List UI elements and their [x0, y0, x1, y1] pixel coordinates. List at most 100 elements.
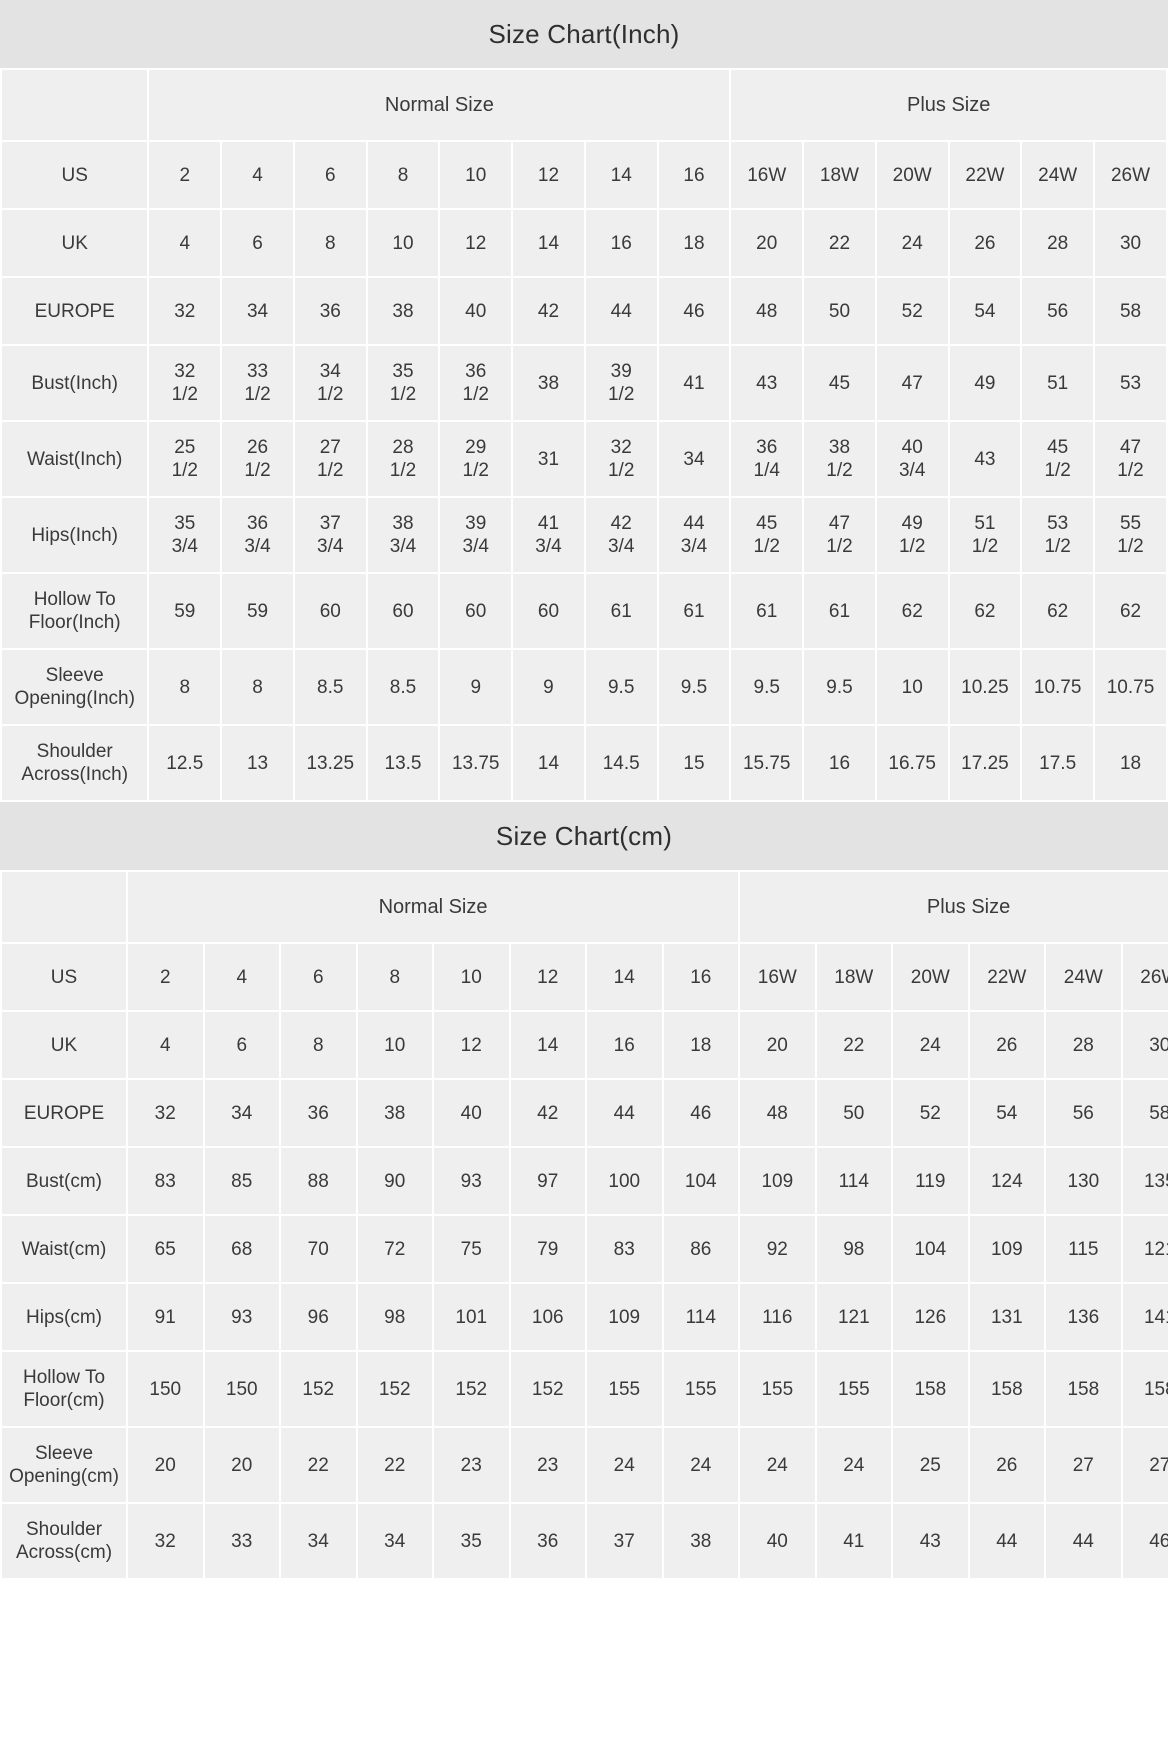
cell: 59 — [149, 574, 221, 649]
cell: 10 — [876, 650, 948, 725]
table-row: Hollow To Floor(Inch) 59 59 60 60 60 60 61 61 61 6… — [2, 574, 1166, 649]
cell: 44 3/4 — [658, 498, 730, 573]
cell-fraction: 1/2 — [171, 384, 198, 406]
cell: 35 — [434, 1504, 509, 1579]
cell-whole: 40 — [901, 437, 923, 459]
cell: 61 — [658, 574, 730, 649]
cell: 109 — [969, 1216, 1045, 1283]
cell-fraction: 1/2 — [971, 536, 999, 558]
cell: 50 — [804, 278, 875, 345]
cell: 98 — [816, 1216, 892, 1283]
cell: 48 — [740, 1080, 815, 1147]
cell: 4 — [149, 210, 221, 277]
size-table-cm-body: Normal Size Plus Size US 2 4 6 8 10 12 14 16 16W 1… — [2, 872, 1168, 1579]
cell: 34 — [204, 1080, 279, 1147]
cell: 158 — [893, 1352, 968, 1427]
cell: 158 — [969, 1352, 1045, 1427]
cell-fraction: 1/2 — [317, 460, 344, 482]
cell-fraction: 1/2 — [317, 384, 344, 406]
cell: 88 — [281, 1148, 356, 1215]
cell-whole: 29 — [465, 437, 487, 459]
cell: 20 — [740, 1012, 815, 1079]
cell: 16 — [663, 944, 739, 1011]
cell-whole: 55 — [1119, 513, 1142, 535]
cell: 54 — [969, 1080, 1045, 1147]
cell: 30 — [1122, 1012, 1168, 1079]
cell: 16 — [585, 210, 657, 277]
cell: 8 — [222, 650, 293, 725]
cell: 61 — [804, 574, 875, 649]
cell: 45 1/2 — [1022, 422, 1094, 497]
cell: 20W — [893, 944, 968, 1011]
cell: 13.75 — [440, 726, 512, 801]
cell: 9.5 — [658, 650, 730, 725]
cell: 12.5 — [149, 726, 221, 801]
cell: 56 — [1022, 278, 1094, 345]
cell: 109 — [740, 1148, 815, 1215]
cell: 65 — [128, 1216, 203, 1283]
cell: 59 — [222, 574, 293, 649]
cell: 22W — [969, 944, 1045, 1011]
table-row: Shoulder Across(cm) 32 33 34 34 35 36 37 38 40 41 4… — [2, 1504, 1168, 1579]
cell: 13.25 — [294, 726, 366, 801]
cell: 39 1/2 — [585, 346, 657, 421]
row-header-cm-7: Sleeve Opening(cm) — [2, 1428, 126, 1503]
cell: 20 — [731, 210, 803, 277]
size-table-inch: Normal Size Plus Size US 2 4 6 8 10 12 14 16 16W 1… — [0, 68, 1168, 803]
cell: 12 — [513, 142, 584, 209]
cell: 14 — [513, 726, 584, 801]
cell: 12 — [510, 944, 585, 1011]
cell: 46 — [658, 278, 730, 345]
cell: 49 1/2 — [876, 498, 948, 573]
cell-whole: 47 — [1119, 437, 1142, 459]
cell: 44 — [969, 1504, 1045, 1579]
cell: 155 — [816, 1352, 892, 1427]
row-header-cm-2: EUROPE — [2, 1080, 126, 1147]
table-row: UK 4 6 8 10 12 14 16 18 20 22 24 26 28 30 — [2, 1012, 1168, 1079]
cell: 53 — [1095, 346, 1166, 421]
row-header-cm-6: Hollow To Floor(cm) — [2, 1352, 126, 1427]
chart-title-inch: Size Chart(Inch) — [0, 0, 1168, 69]
cell: 30 — [1095, 210, 1166, 277]
cell: 35 1/2 — [367, 346, 439, 421]
table-row: Sleeve Opening(Inch) 8 8 8.5 8.5 9 9 9.5 9.5 9.5 9… — [2, 650, 1166, 725]
cell: 9.5 — [731, 650, 803, 725]
cell: 6 — [281, 944, 356, 1011]
cell-fraction: 1/2 — [607, 460, 635, 482]
cell: 47 1/2 — [1095, 422, 1166, 497]
cell-fraction: 1/2 — [1117, 536, 1144, 558]
cell: 24 — [740, 1428, 815, 1503]
cell: 26 — [969, 1428, 1045, 1503]
cell: 85 — [204, 1148, 279, 1215]
table-row: Waist(cm) 65 68 70 72 75 79 83 86 92 98 104 109 115 12… — [2, 1216, 1168, 1283]
cell: 61 — [585, 574, 657, 649]
cell-fraction: 3/4 — [317, 536, 344, 558]
cell: 20 — [128, 1428, 203, 1503]
cell: 121 — [1122, 1216, 1168, 1283]
cell: 24 — [816, 1428, 892, 1503]
cell: 24 — [663, 1428, 739, 1503]
table-row: Sleeve Opening(cm) 20 20 22 22 23 23 24 24 24 24 25… — [2, 1428, 1168, 1503]
cell: 55 1/2 — [1095, 498, 1166, 573]
cell: 60 — [294, 574, 366, 649]
cell: 121 — [816, 1284, 892, 1351]
cell: 37 — [587, 1504, 662, 1579]
group-header-normal-cm: Normal Size — [128, 872, 739, 943]
cell: 40 3/4 — [876, 422, 948, 497]
cell-whole: 39 — [610, 361, 632, 383]
cell: 53 1/2 — [1022, 498, 1094, 573]
cell: 62 — [1022, 574, 1094, 649]
cell: 9.5 — [585, 650, 657, 725]
cell: 114 — [816, 1148, 892, 1215]
cell: 35 3/4 — [149, 498, 221, 573]
cell: 13.5 — [367, 726, 439, 801]
cell: 26W — [1095, 142, 1166, 209]
cell: 27 — [1046, 1428, 1121, 1503]
cell: 16W — [740, 944, 815, 1011]
cell: 90 — [357, 1148, 432, 1215]
cell: 8 — [149, 650, 221, 725]
cell: 16W — [731, 142, 803, 209]
row-header-inch-5: Hips(Inch) — [2, 498, 148, 573]
